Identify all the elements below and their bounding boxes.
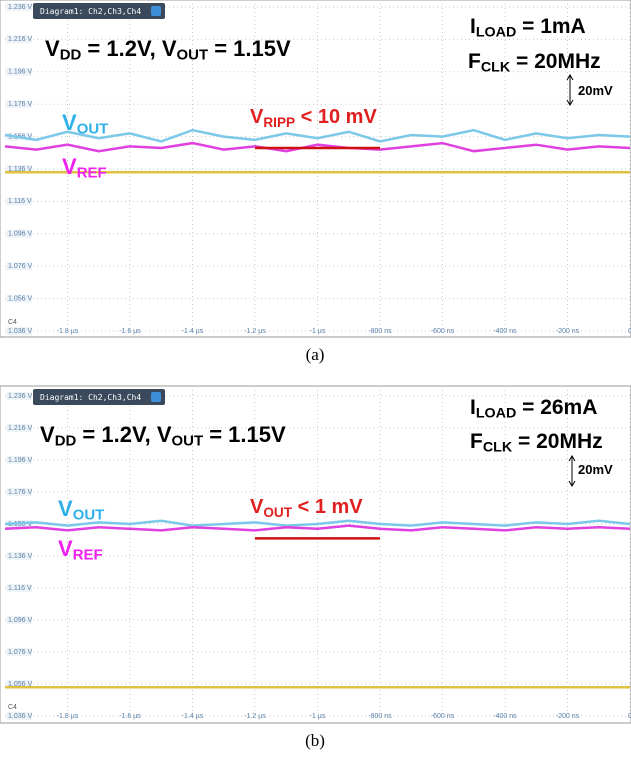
panel: 1.236 V1.216 V1.196 V1.176 V1.156 V1.136… (0, 386, 631, 750)
annotation-part: V (58, 536, 73, 561)
y-tick-label: 1.116 V (8, 198, 32, 205)
annotation: VDD = 1.2V, VOUT = 1.15V (40, 422, 286, 450)
annotation-part: F (470, 430, 483, 453)
y-tick-label: 1.216 V (8, 425, 32, 432)
x-tick-label: -200 ns (556, 713, 580, 720)
x-tick-label: -1.6 µs (119, 328, 141, 335)
x-tick-label: -1.2 µs (244, 713, 266, 720)
y-tick-label: 1.076 V (8, 649, 32, 656)
annotation: 20mV (578, 83, 613, 98)
x-tick-label: -400 ns (493, 328, 517, 335)
x-tick-label: -600 ns (431, 328, 455, 335)
panel: 1.236 V1.216 V1.196 V1.176 V1.156 V1.136… (0, 0, 631, 364)
x-tick-label: -800 ns (368, 328, 392, 335)
y-tick-label: 1.096 V (8, 617, 32, 624)
annotation-part: = 1mA (516, 15, 585, 38)
annotation-part: REF (73, 546, 103, 563)
x-tick-label: -1 µs (310, 328, 326, 335)
annotation-part: V (58, 496, 73, 521)
close-icon (151, 6, 161, 16)
annotation-part: CLK (483, 439, 513, 455)
annotation-part: = 1.15V (203, 422, 286, 447)
annotation-part: DD (55, 432, 77, 449)
y-tick-label: 1.196 V (8, 69, 32, 76)
window-title: Diagram1: Ch2,Ch3,Ch4 (40, 393, 141, 402)
y-tick-label: 1.076 V (8, 263, 32, 270)
annotation-part: 20mV (578, 83, 613, 98)
close-icon (151, 392, 161, 402)
annotation-part: OUT (77, 120, 109, 137)
caption: (a) (306, 345, 325, 364)
annotation-part: V (45, 36, 60, 61)
y-tick-label: 1.056 V (8, 295, 32, 302)
annotation-part: DD (60, 46, 82, 63)
annotation-part: V (62, 154, 77, 179)
annotation-part: < 1 mV (292, 496, 363, 518)
annotation-part: = 1.2V, V (81, 36, 177, 61)
y-tick-label: 1.116 V (8, 585, 32, 592)
annotation-part: OUT (177, 46, 209, 63)
annotation-part: V (40, 422, 55, 447)
annotation-part: = 20MHz (510, 50, 600, 73)
annotation-part: = 26mA (516, 396, 597, 419)
channel-marker: C4 (8, 704, 17, 711)
x-tick-label: -1.4 µs (182, 328, 204, 335)
annotation-part: V (250, 106, 264, 128)
annotation-part: OUT (263, 505, 292, 520)
annotation-part: 20mV (578, 462, 613, 477)
annotation-part: RIPP (263, 115, 295, 130)
annotation-part: = 1.15V (208, 36, 291, 61)
y-tick-label: 1.236 V (8, 393, 32, 400)
x-tick-label: -1 µs (310, 713, 326, 720)
y-tick-label: 1.176 V (8, 101, 32, 108)
caption: (b) (305, 731, 325, 750)
y-tick-label: 1.176 V (8, 489, 32, 496)
annotation-part: = 20MHz (512, 430, 602, 453)
y-tick-label: 1.196 V (8, 457, 32, 464)
annotation-part: V (250, 496, 264, 518)
x-tick-label: -1.8 µs (57, 328, 79, 335)
x-tick-label: -1.2 µs (244, 328, 266, 335)
x-tick-label: -200 ns (556, 328, 580, 335)
x-tick-label: -400 ns (493, 713, 517, 720)
y-tick-label: 1.236 V (8, 4, 32, 11)
annotation: VDD = 1.2V, VOUT = 1.15V (45, 36, 291, 64)
x-tick-label: -800 ns (368, 713, 392, 720)
annotation: 20mV (578, 462, 613, 477)
window-title: Diagram1: Ch2,Ch3,Ch4 (40, 7, 141, 16)
y-tick-label: 1.216 V (8, 36, 32, 43)
annotation-part: < 10 mV (295, 106, 377, 128)
y-tick-label: 1.036 V (8, 713, 32, 720)
x-tick-label: -1.4 µs (182, 713, 204, 720)
annotation-part: LOAD (476, 24, 516, 40)
figure: 1.236 V1.216 V1.196 V1.176 V1.156 V1.136… (0, 0, 631, 757)
x-tick-label: -1.8 µs (57, 713, 79, 720)
annotation-part: LOAD (476, 405, 516, 421)
x-tick-label: -1.6 µs (119, 713, 141, 720)
y-tick-label: 1.096 V (8, 231, 32, 238)
x-tick-label: -600 ns (431, 713, 455, 720)
channel-marker: C4 (8, 319, 17, 326)
annotation-part: CLK (481, 59, 511, 75)
annotation-part: = 1.2V, V (76, 422, 172, 447)
annotation-part: V (62, 110, 77, 135)
y-tick-label: 1.036 V (8, 328, 32, 335)
annotation-part: REF (77, 164, 107, 181)
annotation-part: OUT (172, 432, 204, 449)
y-tick-label: 1.136 V (8, 553, 32, 560)
annotation-part: OUT (73, 506, 105, 523)
annotation-part: F (468, 50, 481, 73)
